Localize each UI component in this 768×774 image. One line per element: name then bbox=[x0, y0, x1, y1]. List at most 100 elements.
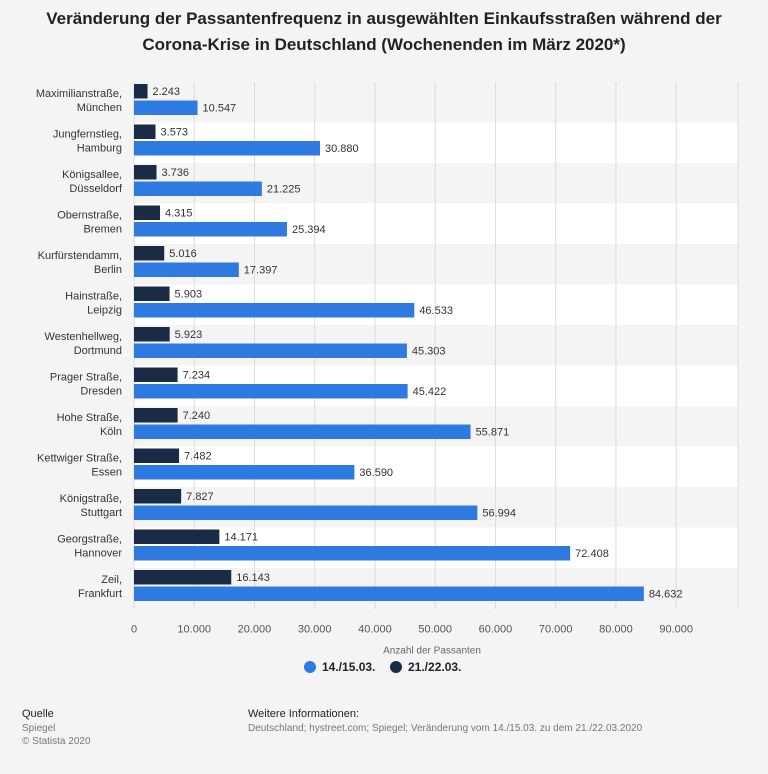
data-label-w1-0: 10.547 bbox=[203, 103, 237, 115]
data-label-w2-4: 5.016 bbox=[169, 248, 197, 260]
source-line-2[interactable]: © Statista 2020 bbox=[22, 736, 91, 747]
category-label-6-line2: Dortmund bbox=[74, 345, 122, 357]
category-label-0-line1: Maximilianstraße, bbox=[36, 88, 122, 100]
category-label-8-line2: Köln bbox=[100, 426, 122, 438]
x-tick-label-4: 40.000 bbox=[358, 624, 392, 636]
data-label-w1-8: 55.871 bbox=[476, 427, 510, 439]
legend: 14./15.03. 21./22.03. bbox=[304, 660, 461, 674]
bar-w2-2 bbox=[134, 165, 157, 180]
bar-w2-4 bbox=[134, 246, 165, 261]
bar-w2-11 bbox=[134, 529, 220, 544]
bar-w2-5 bbox=[134, 286, 170, 301]
category-label-7-line1: Prager Straße, bbox=[50, 372, 122, 384]
bar-w1-0 bbox=[134, 100, 198, 115]
bar-w2-0 bbox=[134, 84, 148, 99]
category-label-12-line2: Frankfurt bbox=[78, 588, 122, 600]
bar-w2-7 bbox=[134, 367, 178, 382]
data-label-w1-10: 56.994 bbox=[482, 508, 516, 520]
data-label-w1-2: 21.225 bbox=[267, 184, 301, 196]
bar-w2-9 bbox=[134, 448, 180, 463]
x-tick-label-0: 0 bbox=[131, 624, 137, 636]
x-tick-label-3: 30.000 bbox=[298, 624, 332, 636]
data-label-w2-12: 16.143 bbox=[236, 572, 270, 584]
category-label-5-line2: Leipzig bbox=[87, 305, 122, 317]
legend-marker-0 bbox=[304, 661, 316, 673]
category-label-8-line1: Hohe Straße, bbox=[57, 412, 122, 424]
category-label-11-line2: Hannover bbox=[74, 548, 122, 560]
bar-w1-8 bbox=[134, 424, 471, 439]
bar-w1-9 bbox=[134, 465, 355, 480]
row-band-0 bbox=[134, 82, 738, 123]
data-label-w1-9: 36.590 bbox=[359, 467, 393, 479]
bar-w1-5 bbox=[134, 303, 415, 318]
bar-w2-1 bbox=[134, 124, 156, 139]
x-tick-label-2: 20.000 bbox=[238, 624, 272, 636]
data-label-w1-3: 25.394 bbox=[292, 224, 326, 236]
category-label-3-line2: Bremen bbox=[83, 224, 122, 236]
category-label-7-line2: Dresden bbox=[80, 386, 122, 398]
source-label: Quelle bbox=[22, 708, 54, 720]
x-tick-label-6: 60.000 bbox=[479, 624, 513, 636]
x-axis-ticks: 0 10.000 20.000 30.000 40.000 50.000 60.000 70.… bbox=[131, 624, 693, 636]
bar-w1-2 bbox=[134, 181, 262, 196]
data-label-w1-4: 17.397 bbox=[244, 265, 278, 277]
bar-w1-6 bbox=[134, 343, 407, 358]
x-axis-label: Anzahl der Passanten bbox=[383, 646, 481, 657]
data-label-w2-3: 4.315 bbox=[165, 208, 193, 220]
data-label-w1-1: 30.880 bbox=[325, 143, 359, 155]
data-label-w2-5: 5.903 bbox=[175, 289, 203, 301]
info-text: Deutschland; hystreet.com; Spiegel; Verä… bbox=[248, 723, 643, 734]
x-tick-label-5: 50.000 bbox=[418, 624, 452, 636]
category-label-10-line2: Stuttgart bbox=[80, 507, 122, 519]
bar-w1-4 bbox=[134, 262, 239, 277]
bar-w1-3 bbox=[134, 222, 287, 237]
category-label-1-line1: Jungfernstieg, bbox=[53, 129, 122, 141]
data-label-w1-7: 45.422 bbox=[413, 386, 447, 398]
data-label-w1-6: 45.303 bbox=[412, 346, 446, 358]
data-label-w1-11: 72.408 bbox=[575, 548, 609, 560]
data-label-w2-1: 3.573 bbox=[161, 127, 189, 139]
category-label-1-line2: Hamburg bbox=[77, 143, 122, 155]
category-label-2-line1: Königsallee, bbox=[62, 169, 122, 181]
data-label-w2-10: 7.827 bbox=[186, 491, 214, 503]
legend-marker-1 bbox=[390, 661, 402, 673]
category-label-9-line1: Kettwiger Straße, bbox=[37, 453, 122, 465]
legend-label-1: 21./22.03. bbox=[408, 660, 461, 674]
x-tick-label-8: 80.000 bbox=[599, 624, 633, 636]
data-label-w2-9: 7.482 bbox=[184, 451, 212, 463]
category-label-10-line1: Königstraße, bbox=[60, 493, 122, 505]
category-labels: Maximilianstraße, München Jungfernstieg, Ha… bbox=[36, 88, 123, 600]
category-label-6-line1: Westenhellweg, bbox=[45, 331, 122, 343]
category-label-3-line1: Obernstraße, bbox=[57, 210, 122, 222]
category-label-9-line2: Essen bbox=[91, 467, 122, 479]
chart-title: Veränderung der Passantenfrequenz in aus… bbox=[46, 9, 722, 54]
category-label-12-line1: Zeil, bbox=[101, 574, 122, 586]
category-label-4-line1: Kurfürstendamm, bbox=[38, 250, 122, 262]
bar-chart: 2.243 10.547 3.573 30.880 3.736 21.225 4.315 25… bbox=[36, 82, 739, 674]
bar-w1-7 bbox=[134, 384, 408, 399]
x-tick-label-9: 90.000 bbox=[659, 624, 693, 636]
legend-label-0: 14./15.03. bbox=[322, 660, 375, 674]
data-label-w2-7: 7.234 bbox=[183, 370, 211, 382]
info-label: Weitere Informationen: bbox=[248, 708, 360, 720]
bars: 2.243 10.547 3.573 30.880 3.736 21.225 4.315 25… bbox=[134, 84, 682, 601]
data-label-w2-8: 7.240 bbox=[183, 410, 211, 422]
bar-w2-10 bbox=[134, 489, 182, 504]
bar-w1-12 bbox=[134, 586, 644, 601]
bar-w2-8 bbox=[134, 408, 178, 423]
data-label-w1-12: 84.632 bbox=[649, 589, 683, 601]
bar-w2-3 bbox=[134, 205, 160, 220]
bar-w2-6 bbox=[134, 327, 170, 342]
bar-w2-12 bbox=[134, 570, 232, 585]
category-label-4-line2: Berlin bbox=[94, 264, 122, 276]
category-label-5-line1: Hainstraße, bbox=[65, 291, 122, 303]
data-label-w2-0: 2.243 bbox=[153, 86, 181, 98]
data-label-w1-5: 46.533 bbox=[419, 305, 453, 317]
category-label-0-line2: München bbox=[77, 102, 122, 114]
source-line-1: Spiegel bbox=[22, 723, 56, 734]
data-label-w2-2: 3.736 bbox=[162, 167, 190, 179]
bar-w1-11 bbox=[134, 546, 571, 561]
bar-w1-1 bbox=[134, 141, 321, 156]
data-label-w2-11: 14.171 bbox=[224, 532, 258, 544]
category-label-2-line2: Düsseldorf bbox=[69, 183, 123, 195]
